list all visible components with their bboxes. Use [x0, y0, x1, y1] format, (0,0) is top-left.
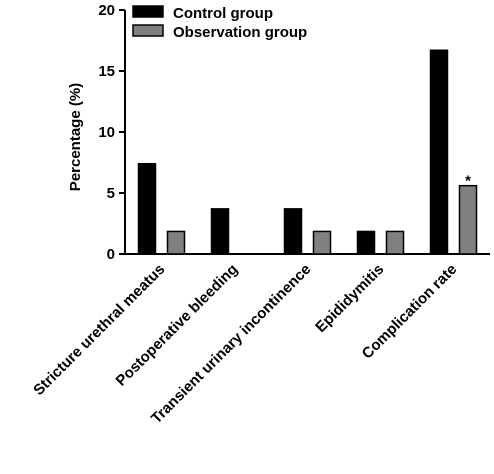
legend-label-control: Control group	[173, 5, 273, 22]
x-tick-label: Stricture urethral meatus	[30, 261, 168, 399]
bar-control-4	[356, 230, 376, 255]
legend-swatch-control	[132, 5, 164, 18]
y-tick-label: 10	[98, 124, 115, 141]
y-tick-label: 5	[107, 185, 115, 202]
legend: Control group Observation group	[132, 5, 307, 41]
bar-observation-1	[166, 230, 186, 255]
y-tick-label: 15	[98, 63, 115, 80]
y-tick-label: 0	[107, 246, 115, 263]
bar-observation-3	[312, 230, 332, 255]
legend-swatch-observation	[132, 24, 164, 37]
y-tick-label: 20	[98, 2, 115, 19]
legend-label-observation: Observation group	[173, 24, 307, 41]
bar-observation-5	[458, 184, 478, 255]
x-tick-label: Postoperative bleeding	[113, 261, 242, 390]
bar-control-1	[137, 162, 157, 255]
bar-observation-4	[385, 230, 405, 255]
y-axis-title: Percentage (%)	[67, 83, 84, 191]
bar-control-3	[283, 208, 303, 255]
bar-control-5	[429, 49, 449, 255]
bars: *	[137, 49, 478, 255]
x-tick-label: Transient urinary incontinence	[148, 261, 314, 427]
x-tick-label: Epididymitis	[312, 261, 387, 336]
significance-marker: *	[465, 173, 471, 190]
bar-control-2	[210, 208, 230, 255]
